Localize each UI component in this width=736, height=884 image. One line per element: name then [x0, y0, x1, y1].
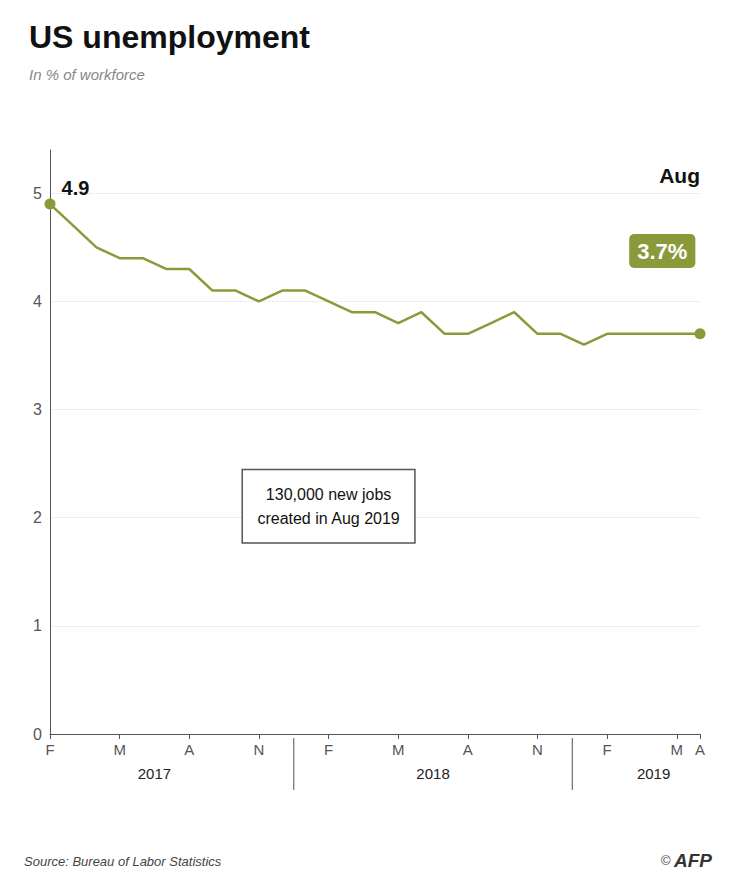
svg-text:2018: 2018	[416, 765, 449, 782]
svg-text:M: M	[671, 741, 684, 758]
svg-text:F: F	[45, 741, 54, 758]
svg-text:M: M	[113, 741, 126, 758]
svg-text:N: N	[532, 741, 543, 758]
svg-text:2: 2	[33, 509, 42, 526]
svg-text:A: A	[695, 741, 705, 758]
svg-text:2019: 2019	[637, 765, 670, 782]
svg-text:F: F	[324, 741, 333, 758]
svg-text:Aug: Aug	[659, 164, 700, 187]
svg-text:Source: Bureau of Labor Statis: Source: Bureau of Labor Statistics	[24, 854, 222, 869]
svg-text:4: 4	[33, 293, 42, 310]
svg-text:M: M	[392, 741, 405, 758]
svg-text:4.9: 4.9	[62, 177, 90, 199]
svg-text:0: 0	[33, 726, 42, 743]
svg-text:2017: 2017	[138, 765, 171, 782]
svg-text:In % of workforce: In % of workforce	[29, 66, 145, 83]
svg-text:3.7%: 3.7%	[637, 239, 687, 264]
svg-text:©: ©	[661, 853, 671, 868]
svg-text:130,000 new jobs: 130,000 new jobs	[266, 486, 391, 503]
svg-text:5: 5	[33, 185, 42, 202]
svg-text:AFP: AFP	[673, 850, 712, 871]
svg-text:1: 1	[33, 617, 42, 634]
svg-text:A: A	[184, 741, 194, 758]
svg-text:N: N	[254, 741, 265, 758]
svg-text:F: F	[603, 741, 612, 758]
svg-text:A: A	[463, 741, 473, 758]
svg-text:3: 3	[33, 401, 42, 418]
svg-text:US unemployment: US unemployment	[29, 19, 310, 55]
svg-text:created in Aug 2019: created in Aug 2019	[257, 510, 399, 527]
